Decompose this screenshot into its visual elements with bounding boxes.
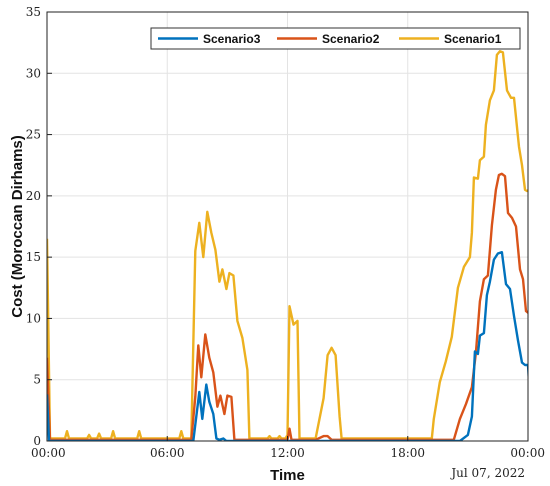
- y-tick-label: 0: [33, 434, 41, 448]
- y-tick-label: 30: [26, 66, 41, 80]
- series-line-scenario2: [47, 172, 528, 441]
- y-axis-title: Cost (Moroccan Dirhams): [9, 135, 26, 318]
- y-tick-label: 35: [26, 5, 41, 19]
- series-layer: [47, 50, 528, 441]
- series-line-scenario1: [47, 50, 528, 440]
- y-tick-label: 25: [26, 128, 41, 142]
- y-tick-label: 20: [26, 189, 41, 203]
- legend-label-scenario2: Scenario2: [322, 32, 380, 46]
- x-tick-label: 12:00: [270, 446, 305, 460]
- legend-label-scenario3: Scenario3: [203, 32, 261, 46]
- y-tick-label: 15: [26, 250, 41, 264]
- x-axis-title: Time: [270, 467, 305, 484]
- y-tick-label: 5: [33, 373, 41, 387]
- series-line-scenario3: [47, 251, 528, 441]
- legend: Scenario3 Scenario2 Scenario1: [150, 27, 521, 50]
- legend-label-scenario1: Scenario1: [444, 32, 502, 46]
- axis-ticks: 0 5 10 15 20 25 30 35 00:00 06:00 12:00 18:00 00:00: [26, 5, 545, 460]
- date-label: Jul 07, 2022: [449, 466, 525, 480]
- x-tick-label: 00:00: [31, 446, 66, 460]
- legend-box: [150, 27, 521, 50]
- x-tick-label: 06:00: [150, 446, 185, 460]
- grid-lines: [47, 12, 528, 441]
- y-tick-label: 10: [26, 311, 41, 325]
- x-tick-label: 00:00: [510, 446, 545, 460]
- x-tick-label: 18:00: [390, 446, 425, 460]
